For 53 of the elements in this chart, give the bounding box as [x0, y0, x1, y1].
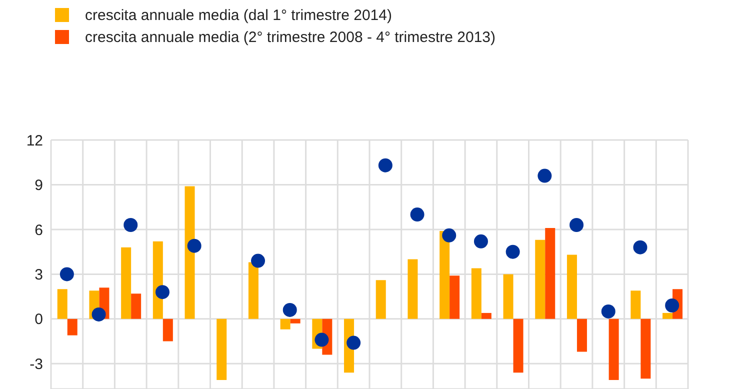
bar	[131, 294, 142, 319]
y-tick-label: 0	[34, 311, 43, 328]
bar	[162, 318, 173, 342]
bar	[280, 318, 290, 330]
point	[442, 228, 456, 242]
point	[251, 254, 266, 268]
bar	[471, 268, 482, 319]
point	[346, 336, 361, 350]
bar	[408, 259, 418, 319]
point	[410, 208, 424, 222]
point	[601, 304, 616, 318]
bar	[376, 280, 386, 319]
bar	[545, 228, 556, 319]
legend-label: crescita annuale media (dal 1° trimestre 2014)	[85, 6, 392, 24]
point	[155, 285, 170, 300]
bar	[535, 240, 546, 319]
bar	[216, 318, 227, 380]
bar	[640, 318, 651, 379]
bar	[566, 254, 577, 319]
point	[124, 218, 138, 232]
point	[92, 307, 106, 322]
y-tick-label: 6	[34, 222, 43, 239]
point	[665, 298, 680, 313]
point	[633, 240, 648, 254]
y-tick-label: -3	[30, 356, 43, 373]
bar	[608, 318, 619, 380]
bar	[184, 186, 195, 319]
point	[187, 238, 202, 253]
bar	[450, 276, 460, 319]
bar	[662, 312, 673, 319]
point	[60, 267, 74, 282]
y-tick-label: 3	[34, 266, 43, 284]
bar	[248, 262, 258, 319]
point	[570, 218, 584, 232]
point	[506, 244, 520, 259]
bar	[503, 274, 514, 319]
bar	[513, 318, 524, 373]
bar	[290, 318, 300, 324]
point	[282, 302, 297, 317]
bar	[121, 247, 132, 319]
bar	[440, 230, 450, 319]
point	[378, 158, 392, 172]
bar	[481, 312, 492, 319]
y-tick-label: 12	[26, 132, 43, 150]
bar	[630, 290, 641, 319]
legend-label: crescita annuale media (2° trimestre 2008 - 4° trimestre 2013)	[85, 28, 496, 46]
point	[474, 234, 488, 248]
point	[314, 332, 329, 347]
point	[538, 168, 552, 183]
y-tick-label: 9	[34, 177, 43, 194]
bar	[67, 318, 78, 336]
bar	[57, 289, 68, 319]
bar	[576, 318, 587, 352]
